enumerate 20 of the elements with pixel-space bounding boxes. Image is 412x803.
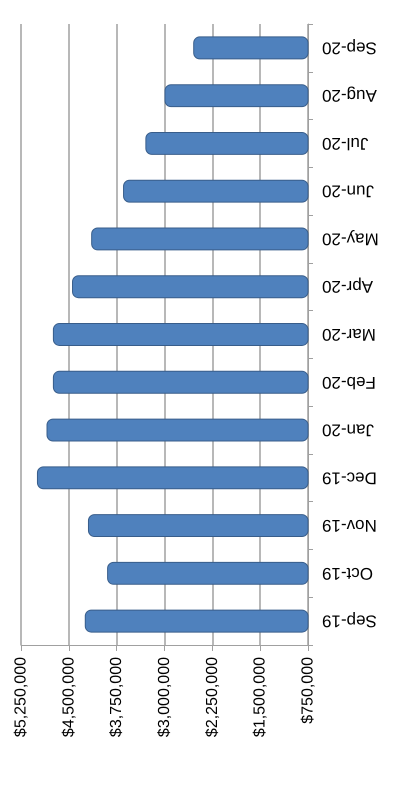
y-tick-label: Nov-19 [322,516,377,536]
y-tick-label: Jan-20 [322,420,374,440]
y-tick-label: Jun-20 [322,182,374,201]
y-tick-label: May-20 [322,229,379,248]
x-tick-label: $3,000,000 [156,656,173,738]
x-tick-label: $1,500,000 [252,656,269,738]
x-tick-label: $5,250,000 [12,656,30,738]
x-tick-label: $2,250,000 [204,656,221,738]
y-tick-label: Aug-20 [322,86,377,106]
y-tick-label: Oct-19 [322,564,374,583]
y-tick-label: Sep-19 [322,612,377,631]
y-tick-label: Apr-20 [322,277,374,296]
y-tick-label: Feb-20 [322,372,376,392]
x-tick-label: $4,500,000 [60,656,78,738]
y-tick-label: Jul-20 [322,134,368,153]
y-tick-label: Mar-20 [322,325,376,344]
y-tick-label: Dec-19 [322,468,377,488]
x-tick-label: $750,000 [300,656,316,724]
y-tick-label: Sep-20 [322,38,377,58]
x-tick-label: $3,750,000 [108,656,126,738]
